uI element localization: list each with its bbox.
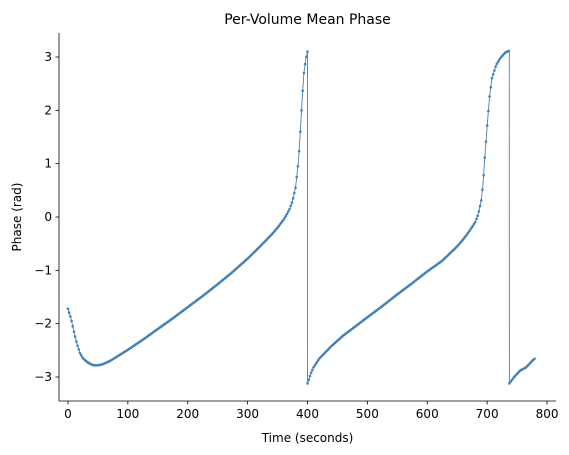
- data-point: [296, 165, 300, 168]
- data-point: [483, 156, 487, 159]
- data-point: [533, 357, 536, 361]
- y-tick-label: −1: [34, 263, 52, 277]
- data-point: [496, 60, 500, 64]
- data-point: [79, 353, 83, 357]
- data-point: [71, 325, 75, 328]
- data-point: [301, 89, 305, 93]
- y-tick-label: 1: [44, 157, 52, 171]
- data-point: [307, 378, 311, 382]
- data-point: [290, 201, 294, 204]
- data-point: [507, 49, 511, 53]
- data-point: [494, 65, 497, 69]
- x-tick-label: 400: [296, 407, 319, 421]
- data-point: [481, 188, 484, 192]
- data-point: [482, 173, 485, 177]
- data-point: [283, 216, 287, 220]
- series-layer: [66, 49, 536, 385]
- data-point: [495, 62, 499, 66]
- data-point: [293, 191, 296, 195]
- y-tick-label: −3: [34, 370, 52, 384]
- data-point: [488, 95, 491, 98]
- data-point: [288, 207, 291, 211]
- data-point: [309, 371, 313, 375]
- data-point: [489, 85, 493, 89]
- data-point: [473, 220, 477, 224]
- data-point: [487, 109, 490, 113]
- x-tick-label: 200: [176, 407, 199, 421]
- data-point: [302, 71, 306, 75]
- data-point: [73, 335, 77, 338]
- data-point: [295, 175, 299, 179]
- data-point: [75, 340, 78, 343]
- data-point: [291, 197, 295, 200]
- data-point: [72, 330, 76, 333]
- data-point: [308, 374, 312, 378]
- data-point: [478, 204, 482, 208]
- data-point: [297, 149, 301, 153]
- data-point: [303, 62, 307, 66]
- x-axis-label: Time (seconds): [261, 431, 354, 445]
- data-point: [294, 186, 297, 189]
- x-tick-label: 100: [116, 407, 139, 421]
- x-tick-label: 600: [416, 407, 439, 421]
- data-point: [76, 344, 79, 348]
- data-point: [484, 140, 488, 143]
- y-tick-label: −2: [34, 317, 52, 331]
- x-tick-label: 0: [64, 407, 72, 421]
- chart-title: Per-Volume Mean Phase: [224, 12, 391, 28]
- y-tick-label: 2: [44, 103, 52, 117]
- data-point: [311, 368, 314, 372]
- data-point: [299, 130, 302, 133]
- data-point: [476, 214, 479, 218]
- y-tick-label: 3: [44, 50, 52, 64]
- data-point: [497, 58, 501, 62]
- data-point: [285, 212, 289, 215]
- y-axis-label: Phase (rad): [10, 183, 24, 252]
- data-point: [282, 218, 285, 221]
- data-point: [306, 50, 309, 53]
- x-tick-label: 800: [536, 407, 559, 421]
- x-tick-label: 300: [236, 407, 259, 421]
- data-point: [472, 222, 476, 226]
- data-point: [485, 124, 489, 127]
- series-line: [67, 49, 536, 385]
- data-point: [66, 307, 70, 311]
- data-point: [287, 210, 290, 213]
- data-point: [70, 319, 73, 323]
- y-tick-label: 0: [44, 210, 52, 224]
- data-point: [289, 204, 293, 208]
- data-point: [284, 214, 288, 218]
- ticks: 0 100 200 300 400 500 600 700 800 −3 −2 −1 0 1 2 3: [34, 50, 558, 421]
- data-point: [491, 73, 495, 76]
- data-point: [300, 109, 303, 112]
- data-point: [477, 210, 481, 213]
- data-point: [475, 217, 478, 221]
- data-point: [490, 76, 494, 80]
- x-tick-label: 500: [356, 407, 379, 421]
- data-point: [67, 311, 71, 314]
- data-point: [69, 315, 72, 318]
- data-point: [305, 55, 308, 59]
- data-point: [77, 348, 81, 351]
- data-point: [306, 382, 309, 385]
- data-point: [78, 351, 82, 355]
- data-point: [493, 69, 496, 72]
- data-point: [479, 199, 483, 202]
- x-tick-label: 700: [476, 407, 499, 421]
